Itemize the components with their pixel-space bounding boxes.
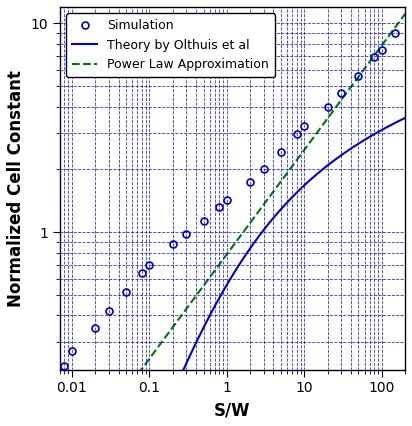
- Power Law Approximation: [403, 12, 407, 17]
- Theory by Olthuis et al: [221, 288, 226, 293]
- Simulation: [106, 308, 111, 314]
- Power Law Approximation: [348, 85, 353, 90]
- Simulation: [93, 325, 98, 330]
- Simulation: [62, 363, 67, 368]
- Power Law Approximation: [370, 55, 375, 60]
- Simulation: [124, 289, 129, 294]
- Power Law Approximation: [262, 201, 267, 207]
- X-axis label: S/W: S/W: [214, 401, 251, 419]
- Simulation: [139, 270, 144, 275]
- Simulation: [201, 219, 206, 224]
- Theory by Olthuis et al: [263, 225, 268, 230]
- Simulation: [302, 124, 307, 129]
- Simulation: [184, 232, 189, 237]
- Simulation: [147, 262, 152, 267]
- Simulation: [356, 74, 361, 79]
- Simulation: [325, 104, 330, 109]
- Y-axis label: Normalized Cell Constant: Normalized Cell Constant: [7, 70, 25, 307]
- Simulation: [170, 242, 175, 247]
- Simulation: [217, 204, 222, 210]
- Simulation: [279, 150, 283, 155]
- Simulation: [379, 47, 384, 52]
- Simulation: [261, 167, 266, 172]
- Line: Theory by Olthuis et al: Theory by Olthuis et al: [60, 118, 405, 426]
- Theory by Olthuis et al: [403, 115, 407, 121]
- Line: Simulation: Simulation: [61, 29, 399, 369]
- Simulation: [225, 197, 229, 202]
- Power Law Approximation: [263, 200, 268, 205]
- Theory by Olthuis et al: [223, 284, 228, 289]
- Power Law Approximation: [269, 192, 274, 197]
- Simulation: [393, 31, 398, 36]
- Theory by Olthuis et al: [340, 152, 345, 157]
- Legend: Simulation, Theory by Olthuis et al, Power Law Approximation: Simulation, Theory by Olthuis et al, Pow…: [66, 13, 276, 77]
- Simulation: [70, 348, 75, 354]
- Theory by Olthuis et al: [244, 251, 249, 256]
- Line: Power Law Approximation: Power Law Approximation: [60, 14, 405, 426]
- Simulation: [248, 179, 253, 184]
- Simulation: [372, 55, 377, 60]
- Theory by Olthuis et al: [394, 119, 399, 124]
- Simulation: [294, 132, 299, 137]
- Simulation: [339, 90, 344, 95]
